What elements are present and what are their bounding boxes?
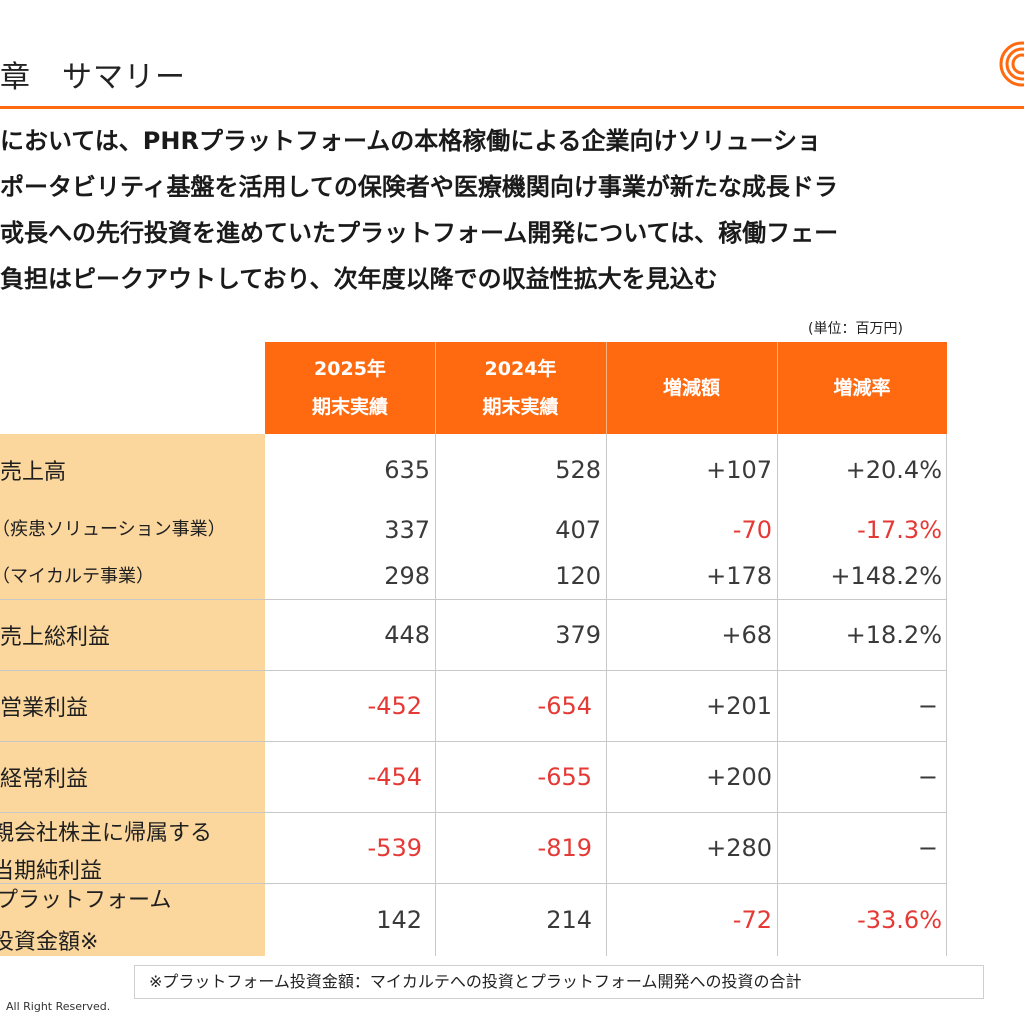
cell-disease-2024: 407 xyxy=(555,516,601,544)
header-2025: 2025年 期末実績 xyxy=(265,342,435,434)
summary-text: においては、PHRプラットフォームの本格稼働による企業向けソリューショ ポータビ… xyxy=(0,118,1024,302)
header-2025-year: 2025年 xyxy=(314,358,386,380)
grid-vline-4 xyxy=(946,434,947,956)
cell-sales-diff: +107 xyxy=(706,456,772,484)
grid-vline-3 xyxy=(777,434,778,956)
cell-netincome-rate: − xyxy=(917,834,938,862)
cell-mykarte-diff: +178 xyxy=(706,562,772,590)
cell-sales-2025: 635 xyxy=(384,456,430,484)
row-label-ordinary: 経常利益 xyxy=(0,767,89,792)
cell-ordinary-diff: +200 xyxy=(706,763,772,791)
company-logo xyxy=(992,40,1024,88)
cell-netincome-2024: -819 xyxy=(537,834,592,862)
row-label-sales: 売上高 xyxy=(0,460,67,485)
header-diff: 増減額 xyxy=(606,342,777,434)
cell-platform-2024: 214 xyxy=(546,906,592,934)
cell-gross-diff: +68 xyxy=(721,621,772,649)
grid-hline-2 xyxy=(0,670,947,671)
cell-platform-rate: -33.6% xyxy=(857,906,942,934)
cell-gross-2024: 379 xyxy=(555,621,601,649)
cell-mykarte-2025: 298 xyxy=(384,562,430,590)
header-diff-label: 増減額 xyxy=(662,377,720,399)
cell-netincome-2025: -539 xyxy=(367,834,422,862)
cell-gross-rate: +18.2% xyxy=(845,621,942,649)
cell-operating-2025: -452 xyxy=(367,692,422,720)
cell-operating-rate: − xyxy=(917,692,938,720)
row-label-platform-1: プラットフォーム xyxy=(0,888,172,913)
title-underline xyxy=(0,106,1024,109)
header-rate: 増減率 xyxy=(777,342,947,434)
spiral-logo-icon xyxy=(999,41,1024,87)
header-2024-sub: 期末実績 xyxy=(482,396,559,418)
row-label-mykarte: （マイカルテ事業） xyxy=(0,566,154,587)
summary-line-4: 負担はピークアウトしており、次年度以降での収益性拡大を見込む xyxy=(0,265,718,293)
summary-line-3: 戓長への先行投資を進めていたプラットフォーム開発については、稼働フェー xyxy=(0,219,839,247)
grid-hline-1 xyxy=(0,599,947,600)
header-2024: 2024年 期末実績 xyxy=(435,342,606,434)
header-2024-year: 2024年 xyxy=(484,358,557,380)
header-rate-label: 増減率 xyxy=(833,377,891,399)
grid-hline-3 xyxy=(0,741,947,742)
header-separator-2 xyxy=(606,342,607,434)
cell-operating-2024: -654 xyxy=(537,692,592,720)
row-label-operating: 営業利益 xyxy=(0,696,89,721)
header-separator-1 xyxy=(435,342,436,434)
grid-vline-2 xyxy=(606,434,607,956)
grid-hline-5 xyxy=(0,883,947,884)
header-separator-3 xyxy=(777,342,778,434)
cell-disease-rate: -17.3% xyxy=(857,516,942,544)
footnote-box: ※プラットフォーム投資金額：マイカルテへの投資とプラットフォーム開発への投資の合… xyxy=(134,965,984,999)
row-label-disease: （疾患ソリューション事業） xyxy=(0,519,226,540)
cell-ordinary-2024: -655 xyxy=(537,763,592,791)
header-2025-sub: 期末実績 xyxy=(311,396,388,418)
cell-sales-2024: 528 xyxy=(555,456,601,484)
row-label-gross: 売上総利益 xyxy=(0,625,111,650)
grid-hline-4 xyxy=(0,812,947,813)
cell-platform-2025: 142 xyxy=(376,906,422,934)
unit-note: (単位：百万円) xyxy=(808,321,903,337)
cell-mykarte-2024: 120 xyxy=(555,562,601,590)
cell-gross-2025: 448 xyxy=(384,621,430,649)
cell-platform-diff: -72 xyxy=(732,906,772,934)
page-title: 章 サマリー xyxy=(0,60,186,95)
summary-line-1: においては、PHRプラットフォームの本格稼働による企業向けソリューショ xyxy=(0,127,822,155)
cell-ordinary-rate: − xyxy=(917,763,938,791)
cell-netincome-diff: +280 xyxy=(706,834,772,862)
row-label-netincome-1: 親会社株主に帰属する xyxy=(0,821,213,846)
summary-line-2: ポータビリティ基盤を活用しての保険者や医療機関向け事業が新たな成長ドラ xyxy=(0,173,838,201)
row-label-netincome-2: 当期純利益 xyxy=(0,859,103,884)
row-label-platform-2: 投資金額※ xyxy=(0,930,99,955)
cell-mykarte-rate: +148.2% xyxy=(830,562,942,590)
copyright-text: All Right Reserved. xyxy=(6,1000,111,1013)
row-label-column xyxy=(0,434,265,956)
cell-disease-2025: 337 xyxy=(384,516,430,544)
cell-operating-diff: +201 xyxy=(706,692,772,720)
cell-disease-diff: -70 xyxy=(732,516,772,544)
cell-ordinary-2025: -454 xyxy=(367,763,422,791)
cell-sales-rate: +20.4% xyxy=(845,456,942,484)
grid-vline-1 xyxy=(435,434,436,956)
